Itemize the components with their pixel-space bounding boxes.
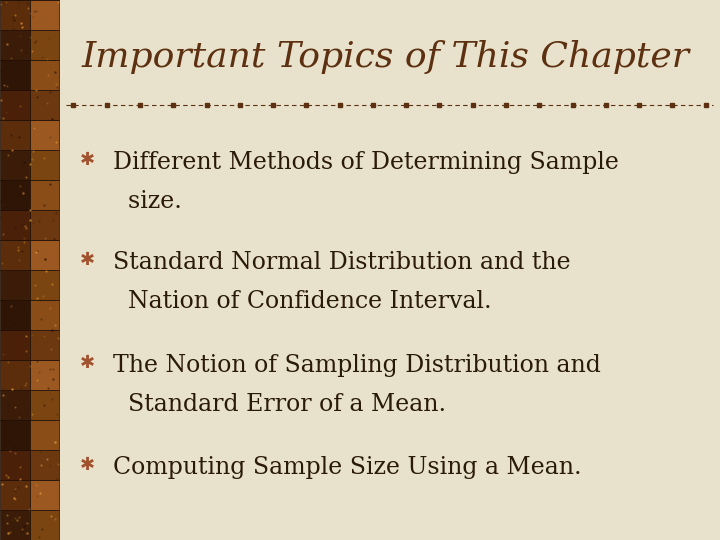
Bar (30, 180, 59, 210)
Bar (30, 270, 59, 300)
Bar (0, 210, 30, 240)
Text: Standard Normal Distribution and the: Standard Normal Distribution and the (113, 251, 571, 274)
Bar (30, 120, 59, 150)
Bar (0, 120, 30, 150)
Bar (0, 300, 30, 330)
Bar (0, 480, 30, 510)
Bar (30, 300, 59, 330)
Text: Standard Error of a Mean.: Standard Error of a Mean. (113, 393, 446, 416)
Bar (30, 360, 59, 390)
Bar (30, 330, 59, 360)
Bar (0, 420, 30, 450)
Bar (30, 30, 59, 60)
Bar (0, 150, 30, 180)
Text: Nation of Confidence Interval.: Nation of Confidence Interval. (113, 290, 492, 313)
Bar (0, 360, 30, 390)
Bar (0, 450, 30, 480)
Text: Important Topics of This Chapter: Important Topics of This Chapter (81, 40, 689, 73)
Bar (30, 90, 59, 120)
Bar (30, 150, 59, 180)
Text: The Notion of Sampling Distribution and: The Notion of Sampling Distribution and (113, 354, 601, 377)
Bar (30, 420, 59, 450)
Bar (0, 180, 30, 210)
Bar (30, 450, 59, 480)
Bar (0, 240, 30, 270)
Bar (0, 0, 30, 30)
Text: size.: size. (113, 190, 182, 213)
Bar (0, 30, 30, 60)
Text: Computing Sample Size Using a Mean.: Computing Sample Size Using a Mean. (113, 456, 582, 480)
Text: Different Methods of Determining Sample: Different Methods of Determining Sample (113, 151, 619, 174)
Bar (30, 0, 59, 30)
Bar (0, 330, 30, 360)
Bar (30, 480, 59, 510)
Text: ✱: ✱ (80, 354, 96, 372)
Bar (30, 390, 59, 420)
Bar (0, 510, 30, 540)
Bar (30, 60, 59, 90)
Text: ✱: ✱ (80, 456, 96, 474)
Bar (0, 270, 30, 300)
Bar (0, 390, 30, 420)
Bar (0, 90, 30, 120)
Bar (0, 60, 30, 90)
Bar (30, 210, 59, 240)
Bar (30, 510, 59, 540)
Bar (30, 240, 59, 270)
Text: ✱: ✱ (80, 251, 96, 269)
Text: ✱: ✱ (80, 151, 96, 169)
